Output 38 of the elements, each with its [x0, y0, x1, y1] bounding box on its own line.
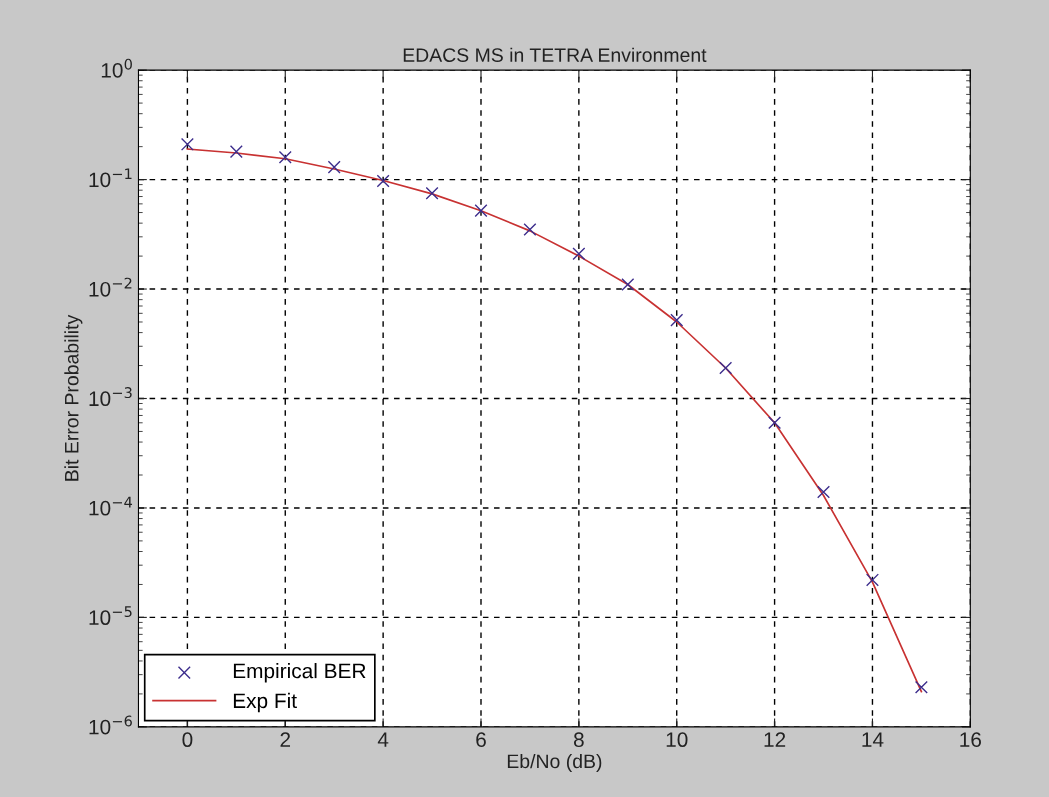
- x-tick-label: 2: [280, 732, 291, 747]
- chart-title: EDACS MS in TETRA Environment: [403, 47, 707, 62]
- y-tick-label: 10$^{0}$: [101, 58, 132, 78]
- point: [817, 485, 831, 499]
- y-tick-label: 10$^{−3}$: [89, 387, 132, 407]
- x-tick-label: 6: [476, 732, 486, 748]
- y-tick-label: 10$^{−6}$: [89, 715, 132, 735]
- x-tick-label: 8: [573, 732, 584, 748]
- x-tick-label: 16: [960, 732, 981, 748]
- x-tick-label: 12: [764, 732, 786, 747]
- y-tick-label: 10$^{−1}$: [89, 168, 132, 188]
- legend-label: Exp Fit: [233, 692, 297, 713]
- point: [474, 204, 488, 218]
- x-axis-title: Eb/No (dB): [507, 753, 602, 773]
- point: [719, 361, 733, 375]
- x-tick-label: 14: [862, 732, 884, 747]
- point: [768, 416, 782, 430]
- point: [670, 313, 684, 327]
- x-tick-label: 10: [666, 732, 688, 748]
- point: [914, 680, 928, 694]
- point: [278, 150, 292, 164]
- x-tick-label: 4: [377, 732, 389, 747]
- point: [180, 137, 194, 151]
- point: [425, 186, 439, 200]
- y-tick-label: 10$^{−5}$: [89, 606, 132, 626]
- point: [621, 278, 635, 292]
- legend-label: Empirical BER: [233, 663, 366, 683]
- point: [572, 247, 586, 261]
- point: [523, 222, 537, 236]
- y-tick-label: 10$^{−2}$: [89, 277, 132, 297]
- x-tick-label: 0: [182, 732, 193, 748]
- point: [376, 174, 390, 188]
- point: [327, 160, 341, 174]
- line-series: [186, 148, 923, 693]
- y-axis-title: Bit Error Probability: [64, 314, 83, 481]
- point: [865, 573, 879, 587]
- y-tick-label: 10$^{−4}$: [89, 496, 133, 516]
- point: [229, 145, 243, 159]
